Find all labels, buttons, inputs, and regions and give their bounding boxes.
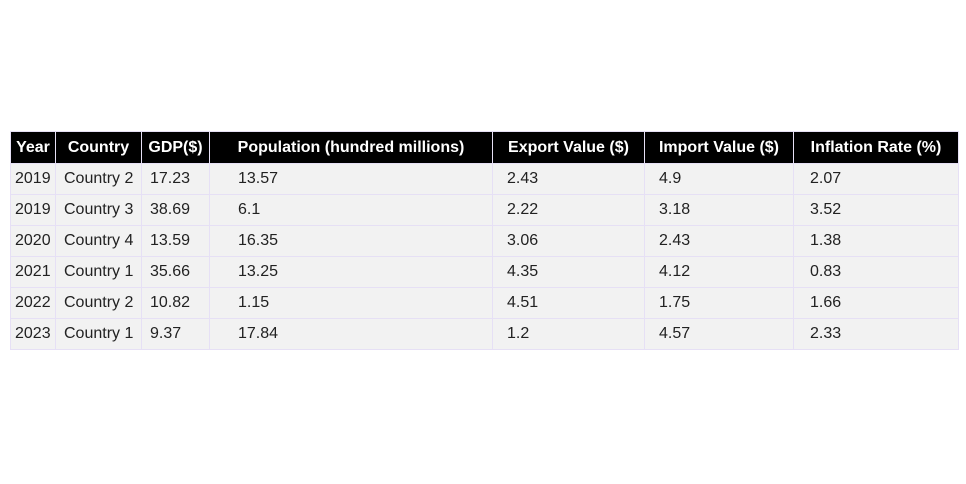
data-table-container: Year Country GDP($) Population (hundred …: [10, 131, 959, 350]
cell-country: Country 2: [55, 287, 142, 319]
table-row: 2019 Country 3 38.69 6.1 2.22 3.18 3.52: [10, 194, 959, 226]
table-row: 2020 Country 4 13.59 16.35 3.06 2.43 1.3…: [10, 225, 959, 257]
table-body: 2019 Country 2 17.23 13.57 2.43 4.9 2.07…: [10, 163, 959, 350]
table-row: 2023 Country 1 9.37 17.84 1.2 4.57 2.33: [10, 318, 959, 350]
cell-export-value: 3.06: [492, 225, 645, 257]
cell-country: Country 4: [55, 225, 142, 257]
table-row: 2019 Country 2 17.23 13.57 2.43 4.9 2.07: [10, 163, 959, 195]
header-country: Country: [55, 131, 142, 164]
cell-country: Country 1: [55, 318, 142, 350]
cell-inflation-rate: 1.38: [793, 225, 959, 257]
cell-inflation-rate: 2.07: [793, 163, 959, 195]
header-row: Year Country GDP($) Population (hundred …: [10, 131, 959, 164]
cell-export-value: 2.43: [492, 163, 645, 195]
cell-import-value: 2.43: [644, 225, 794, 257]
cell-population: 13.25: [209, 256, 493, 288]
cell-population: 6.1: [209, 194, 493, 226]
cell-country: Country 1: [55, 256, 142, 288]
table-row: 2022 Country 2 10.82 1.15 4.51 1.75 1.66: [10, 287, 959, 319]
header-export-value: Export Value ($): [492, 131, 645, 164]
cell-population: 13.57: [209, 163, 493, 195]
cell-export-value: 1.2: [492, 318, 645, 350]
cell-inflation-rate: 2.33: [793, 318, 959, 350]
data-table: Year Country GDP($) Population (hundred …: [10, 131, 959, 350]
cell-country: Country 3: [55, 194, 142, 226]
table-row: 2021 Country 1 35.66 13.25 4.35 4.12 0.8…: [10, 256, 959, 288]
cell-gdp: 13.59: [141, 225, 210, 257]
header-population: Population (hundred millions): [209, 131, 493, 164]
cell-inflation-rate: 0.83: [793, 256, 959, 288]
header-year: Year: [10, 131, 56, 164]
cell-gdp: 9.37: [141, 318, 210, 350]
cell-gdp: 17.23: [141, 163, 210, 195]
cell-population: 17.84: [209, 318, 493, 350]
cell-gdp: 38.69: [141, 194, 210, 226]
cell-import-value: 4.57: [644, 318, 794, 350]
cell-year: 2020: [10, 225, 56, 257]
cell-export-value: 4.51: [492, 287, 645, 319]
cell-year: 2019: [10, 163, 56, 195]
cell-import-value: 4.12: [644, 256, 794, 288]
cell-export-value: 4.35: [492, 256, 645, 288]
cell-country: Country 2: [55, 163, 142, 195]
cell-population: 16.35: [209, 225, 493, 257]
cell-export-value: 2.22: [492, 194, 645, 226]
cell-import-value: 1.75: [644, 287, 794, 319]
header-gdp: GDP($): [141, 131, 210, 164]
cell-inflation-rate: 3.52: [793, 194, 959, 226]
cell-gdp: 10.82: [141, 287, 210, 319]
cell-inflation-rate: 1.66: [793, 287, 959, 319]
cell-import-value: 4.9: [644, 163, 794, 195]
cell-year: 2022: [10, 287, 56, 319]
header-inflation-rate: Inflation Rate (%): [793, 131, 959, 164]
cell-population: 1.15: [209, 287, 493, 319]
cell-import-value: 3.18: [644, 194, 794, 226]
cell-gdp: 35.66: [141, 256, 210, 288]
cell-year: 2023: [10, 318, 56, 350]
cell-year: 2021: [10, 256, 56, 288]
cell-year: 2019: [10, 194, 56, 226]
header-import-value: Import Value ($): [644, 131, 794, 164]
